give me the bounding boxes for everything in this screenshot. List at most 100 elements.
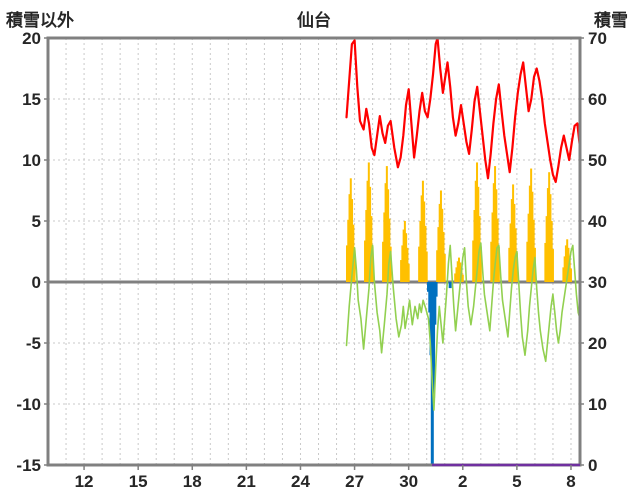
yellow-bars-bar bbox=[441, 208, 444, 282]
yellow-bars-bar bbox=[472, 240, 475, 282]
yellow-bars-bar bbox=[569, 268, 572, 282]
yellow-bars-bar bbox=[564, 245, 567, 282]
x-tick-label: 30 bbox=[399, 472, 418, 491]
x-tick-label: 12 bbox=[75, 472, 94, 491]
right-tick-label: 30 bbox=[588, 273, 607, 292]
blue-bars-bar bbox=[434, 282, 438, 297]
yellow-bars-bar bbox=[403, 221, 406, 282]
right-tick-label: 70 bbox=[588, 29, 607, 48]
yellow-bars-bar bbox=[442, 231, 445, 282]
left-tick-label: -15 bbox=[16, 456, 41, 475]
yellow-bars-bar bbox=[530, 168, 533, 282]
yellow-bars-bar bbox=[545, 216, 548, 282]
yellow-bars-bar bbox=[532, 219, 535, 282]
right-tick-label: 60 bbox=[588, 90, 607, 109]
yellow-bars-bar bbox=[549, 194, 552, 282]
x-tick-label: 8 bbox=[566, 472, 575, 491]
yellow-bars-bar bbox=[353, 250, 356, 282]
chart-title: 仙台 bbox=[297, 11, 331, 30]
yellow-bars-bar bbox=[473, 210, 476, 282]
yellow-bars-bar bbox=[459, 262, 462, 282]
yellow-bars-bar bbox=[546, 188, 549, 282]
yellow-bars-bar bbox=[550, 221, 553, 282]
yellow-bars-bar bbox=[568, 258, 571, 282]
yellow-bars-bar bbox=[371, 246, 374, 282]
yellow-bars-bar bbox=[562, 267, 565, 282]
yellow-bars-bar bbox=[425, 251, 428, 282]
yellow-bars-bar bbox=[551, 249, 554, 282]
yellow-bars-bar bbox=[510, 199, 513, 282]
yellow-bars-bar bbox=[476, 162, 479, 282]
yellow-bars-bar bbox=[527, 213, 530, 282]
right-tick-label: 40 bbox=[588, 212, 607, 231]
yellow-bars-bar bbox=[508, 247, 511, 282]
x-tick-label: 27 bbox=[345, 472, 364, 491]
left-tick-label: -5 bbox=[26, 334, 41, 353]
yellow-bars-bar bbox=[366, 180, 369, 282]
yellow-bars-bar bbox=[346, 245, 348, 282]
yellow-bars-bar bbox=[496, 218, 499, 282]
yellow-bars-bar bbox=[349, 178, 352, 282]
yellow-bars-bar bbox=[526, 241, 529, 282]
yellow-bars-bar bbox=[436, 250, 439, 282]
yellow-bars-bar bbox=[495, 189, 498, 282]
yellow-bars-bar bbox=[384, 183, 387, 282]
yellow-bars-bar bbox=[438, 203, 441, 282]
left-axis-title: 積雪以外 bbox=[6, 11, 74, 30]
right-tick-label: 0 bbox=[588, 456, 597, 475]
yellow-bars-bar bbox=[369, 186, 372, 282]
yellow-bars-bar bbox=[348, 194, 351, 282]
yellow-bars-bar bbox=[474, 180, 477, 282]
plot-frame bbox=[46, 36, 582, 467]
yellow-bars-bar bbox=[407, 263, 410, 282]
left-tick-label: 0 bbox=[32, 273, 41, 292]
yellow-bars-bar bbox=[548, 172, 551, 282]
yellow-bars-bar bbox=[457, 257, 460, 282]
yellow-bars-bar bbox=[387, 189, 390, 282]
left-tick-label: 15 bbox=[22, 90, 41, 109]
blue-bars-bar bbox=[433, 282, 437, 325]
yellow-bars-bar bbox=[490, 241, 493, 282]
x-tick-label: 24 bbox=[291, 472, 310, 491]
blue-bars-bar bbox=[448, 282, 452, 289]
yellow-bars-bar bbox=[418, 246, 421, 282]
right-tick-label: 10 bbox=[588, 395, 607, 414]
yellow-bars-bar bbox=[494, 166, 497, 282]
yellow-bars-bar bbox=[385, 166, 388, 282]
x-tick-label: 18 bbox=[183, 472, 202, 491]
x-tick-label: 21 bbox=[237, 472, 256, 491]
yellow-bars-bar bbox=[364, 240, 367, 282]
left-tick-label: -10 bbox=[16, 395, 41, 414]
yellow-bars-bar bbox=[421, 180, 424, 282]
yellow-bars-bar bbox=[423, 201, 426, 282]
yellow-bars-bar bbox=[513, 203, 516, 282]
right-axis-title: 積雪 bbox=[594, 11, 628, 30]
yellow-bars-bar bbox=[367, 162, 370, 282]
right-tick-label: 20 bbox=[588, 334, 607, 353]
yellow-bars-bar bbox=[491, 212, 494, 282]
yellow-bars-bar bbox=[563, 256, 566, 282]
yellow-bars-bar bbox=[402, 229, 405, 282]
left-tick-label: 10 bbox=[22, 151, 41, 170]
yellow-bars-bar bbox=[443, 253, 446, 282]
yellow-bars-bar bbox=[528, 185, 531, 282]
yellow-bars-bar bbox=[509, 223, 512, 282]
yellow-bars-bar bbox=[420, 195, 423, 282]
x-tick-label: 5 bbox=[512, 472, 521, 491]
series-green-line bbox=[345, 242, 581, 411]
yellow-bars-bar bbox=[406, 247, 409, 282]
left-tick-label: 20 bbox=[22, 29, 41, 48]
left-tick-label: 5 bbox=[32, 212, 41, 231]
yellow-bars-bar bbox=[439, 190, 442, 282]
yellow-bars-bar bbox=[515, 252, 518, 282]
blue-bars-bar bbox=[432, 282, 436, 398]
series-yellow-bars bbox=[346, 162, 572, 282]
yellow-bars-bar bbox=[405, 233, 408, 282]
yellow-bars-bar bbox=[456, 261, 459, 282]
yellow-bars-bar bbox=[454, 273, 457, 282]
yellow-bars-bar bbox=[437, 227, 440, 282]
yellow-bars-bar bbox=[382, 241, 385, 282]
yellow-bars-bar bbox=[477, 186, 480, 282]
